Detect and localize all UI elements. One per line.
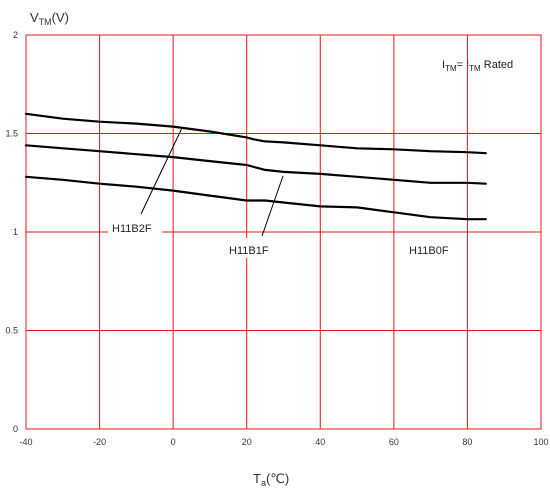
series-labels: H11B2F H11B1F H11B0F (108, 127, 459, 258)
grid (25, 34, 542, 430)
y-tick-label: 1.5 (5, 129, 18, 139)
label-mask (225, 238, 279, 258)
x-axis-title: Ta(℃) (253, 471, 289, 488)
x-tick-label: 60 (389, 437, 399, 447)
series-line (24, 175, 487, 221)
series-lines (24, 112, 487, 221)
y-tick-label: 1 (13, 227, 18, 237)
y-tick-label: 0.5 (5, 326, 18, 336)
tick-labels: -40 -20 0 20 40 60 80 100 0 0.5 1 1.5 2 (5, 30, 548, 447)
x-tick-label: 80 (462, 437, 472, 447)
label-mask (405, 238, 459, 258)
x-tick-label: -40 (19, 437, 32, 447)
x-tick-label: 100 (533, 437, 548, 447)
y-axis-title: VTM(V) (30, 10, 69, 27)
y-tick-label: 0 (13, 424, 18, 434)
series-label: H11B1F (229, 245, 269, 257)
rating-note: ITM= ITM Rated (442, 59, 513, 73)
leader-line (261, 175, 284, 237)
label-mask (108, 216, 162, 236)
series-line (24, 144, 487, 185)
x-tick-label: -20 (93, 437, 106, 447)
series-label: H11B2F (112, 223, 152, 235)
x-tick-label: 0 (171, 437, 176, 447)
y-tick-label: 2 (13, 30, 18, 40)
leader-line (140, 127, 183, 215)
x-tick-label: 20 (242, 437, 252, 447)
series-line (24, 112, 487, 155)
x-tick-label: 40 (315, 437, 325, 447)
series-label: H11B0F (409, 245, 449, 257)
